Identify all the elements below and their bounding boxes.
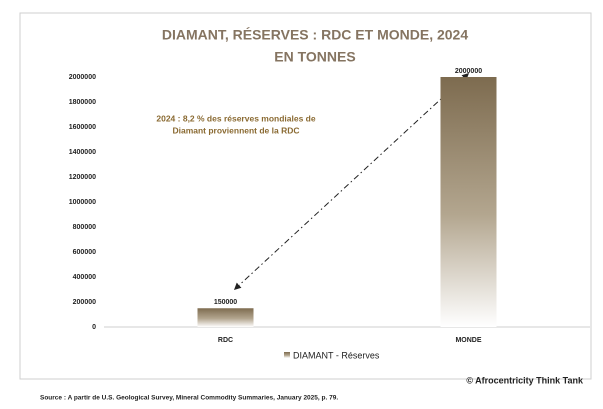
x-tick-label: RDC [218, 337, 233, 344]
chart-frame [19, 12, 592, 380]
y-tick-label: 200000 [73, 299, 96, 306]
bar [197, 308, 254, 327]
y-tick-label: 2000000 [69, 74, 96, 81]
arrow [233, 73, 470, 290]
y-tick-label: 0 [92, 324, 96, 331]
y-tick-label: 1800000 [69, 99, 96, 106]
y-tick-label: 800000 [73, 224, 96, 231]
y-tick-label: 1400000 [69, 149, 96, 156]
data-label: 150000 [214, 299, 237, 306]
annotation: Diamant proviennent de la RDC [172, 125, 299, 135]
chart-title: DIAMANT, RÉSERVES : RDC ET MONDE, 2024 [162, 27, 468, 43]
chart-title: EN TONNES [274, 49, 355, 65]
y-tick-label: 600000 [73, 249, 96, 256]
bar [440, 77, 497, 327]
y-tick-label: 1000000 [69, 199, 96, 206]
data-label: 2000000 [455, 68, 482, 75]
legend-swatch [284, 352, 290, 358]
credit: © Afrocentricity Think Tank [466, 375, 584, 385]
source: Source : A partir de U.S. Geological Sur… [40, 395, 338, 402]
y-tick-label: 400000 [73, 274, 96, 281]
x-tick-label: MONDE [455, 337, 481, 344]
legend-label: DIAMANT - Réserves [293, 350, 380, 360]
annotation: 2024 : 8,2 % des réserves mondiales de [156, 113, 316, 123]
y-tick-label: 1200000 [69, 174, 96, 181]
y-tick-label: 1600000 [69, 124, 96, 131]
